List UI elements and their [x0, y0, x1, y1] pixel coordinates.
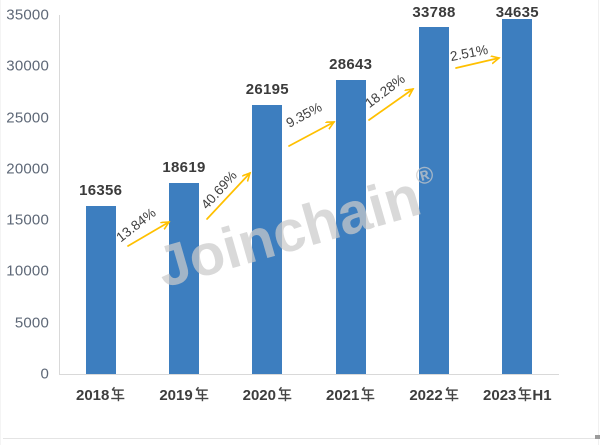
growth-percentage-label: 9.35%: [283, 99, 325, 131]
y-axis-tick-label: 10000: [6, 262, 49, 280]
bar: [502, 18, 533, 374]
x-axis-label: 2023 H1: [457, 386, 577, 404]
growth-percentage-label: 18.28%: [362, 71, 408, 111]
bar-value-label: 26195: [245, 81, 289, 99]
y-axis-tick-label: 0: [40, 365, 49, 383]
bar: [85, 206, 116, 374]
cjk-year-glyph: [361, 386, 375, 402]
watermark: Joinchain®: [149, 157, 447, 301]
x-axis-label: 2021: [291, 386, 411, 404]
y-axis-tick-label: 15000: [6, 211, 49, 229]
x-axis-label-year: 2019: [159, 387, 193, 404]
cjk-year-glyph: [111, 386, 125, 402]
x-axis-label: 2019: [124, 386, 244, 404]
bar-value-label: 18619: [162, 159, 206, 177]
x-axis-label-year: 2020: [242, 387, 276, 404]
x-axis-label-suffix: H1: [532, 387, 552, 404]
y-axis-tick-label: 35000: [6, 6, 49, 24]
x-axis-label-year: 2022: [409, 387, 443, 404]
y-axis-tick-label: 30000: [6, 57, 49, 75]
x-axis-label: 2020: [207, 386, 327, 404]
bar: [335, 80, 366, 374]
x-axis-label: 2018: [41, 386, 161, 404]
bar-value-label: 33788: [412, 4, 456, 21]
cjk-year-glyph: [278, 386, 292, 402]
growth-arrow: [288, 121, 334, 147]
bar: [252, 105, 283, 374]
growth-arrow: [455, 58, 499, 69]
y-axis-tick-label: 5000: [14, 314, 49, 332]
x-axis-label: 2022: [374, 386, 494, 404]
y-axis-line: [59, 15, 60, 374]
x-axis-label-year: 2023: [483, 387, 517, 404]
page-right-border: [598, 0, 599, 445]
page-bottom-border: [3, 438, 599, 439]
bar: [419, 27, 449, 374]
y-axis-tick-label: 20000: [6, 160, 49, 178]
x-axis-label-year: 2021: [326, 387, 360, 404]
bar-value-label: 34635: [495, 4, 539, 21]
growth-arrow: [368, 89, 413, 121]
bar-value-label: 28643: [329, 56, 373, 74]
cjk-year-glyph: [518, 386, 532, 402]
y-axis-tick-label: 25000: [6, 109, 49, 127]
x-axis-label-year: 2018: [76, 387, 110, 404]
bar-value-label: 16356: [79, 182, 123, 200]
cjk-year-glyph: [194, 386, 209, 402]
x-axis-line: [59, 374, 559, 375]
growth-percentage-label: 2.51%: [448, 41, 490, 65]
scrollbar-corner: [595, 435, 600, 439]
cjk-year-glyph: [444, 386, 459, 402]
bar: [169, 183, 199, 374]
